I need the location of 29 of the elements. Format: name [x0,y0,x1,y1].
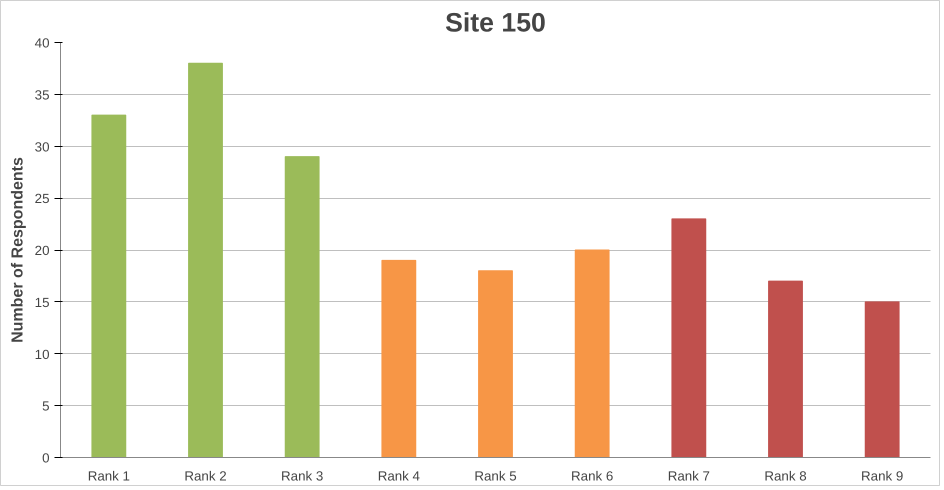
y-tick-label: 30 [34,139,50,154]
bar [864,301,900,458]
bar [574,250,610,458]
bar [478,270,513,458]
bar [381,260,416,458]
bar [671,218,706,458]
x-tick-label: Rank 4 [378,468,421,484]
bar [768,280,803,458]
bar [91,114,126,458]
x-tick-label: Rank 1 [88,468,130,484]
x-tick-label: Rank 5 [474,468,517,484]
x-tick-label: Rank 9 [861,468,904,484]
y-tick-label: 25 [34,191,50,206]
y-tick-label: 5 [42,398,50,414]
y-tick-label: 15 [34,294,50,310]
bar [188,62,223,458]
chart-title: Site 150 [445,8,546,38]
x-tick-label: Rank 6 [571,468,614,484]
y-tick-label: 0 [42,450,50,466]
x-tick-label: Rank 7 [668,468,710,484]
x-tick-label: Rank 8 [764,468,807,484]
y-tick-label: 20 [34,243,50,258]
bar [284,156,320,458]
y-tick-label: 35 [34,87,50,102]
x-tick-label: Rank 3 [281,468,324,484]
x-tick-label: Rank 2 [184,468,227,484]
y-tick-label: 40 [34,36,50,50]
y-axis-title: Number of Respondents [10,157,27,343]
y-tick-label: 10 [34,346,50,362]
